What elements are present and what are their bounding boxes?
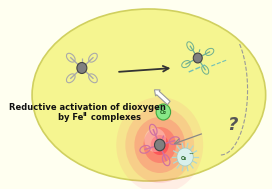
Text: O₂: O₂ <box>181 156 187 160</box>
Text: O₂: O₂ <box>160 110 167 115</box>
FancyArrow shape <box>154 90 170 105</box>
Circle shape <box>144 128 166 152</box>
Text: ?: ? <box>227 116 237 134</box>
Circle shape <box>154 139 165 151</box>
Text: complexes: complexes <box>88 114 141 122</box>
Text: •−: •− <box>189 153 194 157</box>
Text: by Fe: by Fe <box>58 114 84 122</box>
Circle shape <box>143 127 176 163</box>
Circle shape <box>156 104 171 120</box>
Circle shape <box>125 107 194 183</box>
Circle shape <box>116 97 203 189</box>
Circle shape <box>177 148 193 166</box>
Circle shape <box>77 63 87 74</box>
Text: II: II <box>83 112 88 118</box>
Circle shape <box>151 135 169 155</box>
Ellipse shape <box>32 9 266 181</box>
Circle shape <box>134 117 185 173</box>
Text: Reductive activation of dioxygen: Reductive activation of dioxygen <box>9 102 166 112</box>
Circle shape <box>193 53 202 63</box>
